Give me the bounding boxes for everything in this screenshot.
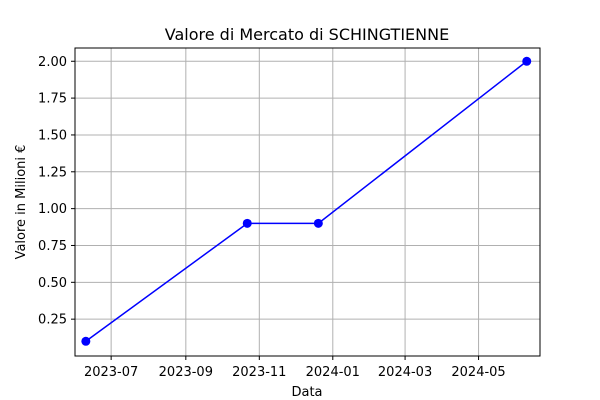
y-tick-label: 1.00: [38, 202, 67, 217]
x-tick-label: 2024-05: [451, 365, 505, 380]
x-tick-label: 2023-07: [84, 365, 138, 380]
y-tick-label: 0.25: [38, 313, 67, 328]
data-series: [81, 56, 532, 346]
grid: [75, 48, 540, 356]
y-tick-label: 1.25: [38, 165, 67, 180]
data-point: [81, 336, 91, 346]
series-line: [85, 60, 528, 342]
plot-area-frame: [74, 47, 541, 357]
y-tick-label: 0.75: [38, 239, 67, 254]
data-point: [313, 218, 323, 228]
y-tick-label: 0.50: [38, 276, 67, 291]
data-point: [522, 56, 532, 66]
data-point: [242, 218, 252, 228]
x-tick-label: 2024-01: [306, 365, 360, 380]
x-tick-label: 2023-11: [232, 365, 286, 380]
x-tick-label: 2023-09: [159, 365, 213, 380]
axis-ticks: 2023-07 2023-09 2023-11 2024-01 2024-03 2024-…: [38, 55, 506, 380]
y-tick-label: 1.50: [38, 128, 67, 143]
y-tick-label: 2.00: [38, 55, 67, 70]
x-tick-label: 2024-03: [378, 365, 432, 380]
y-axis-label: Valore in Milioni €: [14, 145, 29, 260]
y-tick-label: 1.75: [38, 92, 67, 107]
x-axis-label: Data: [291, 385, 322, 400]
chart-title: Valore di Mercato di SCHINGTIENNE: [165, 25, 449, 44]
